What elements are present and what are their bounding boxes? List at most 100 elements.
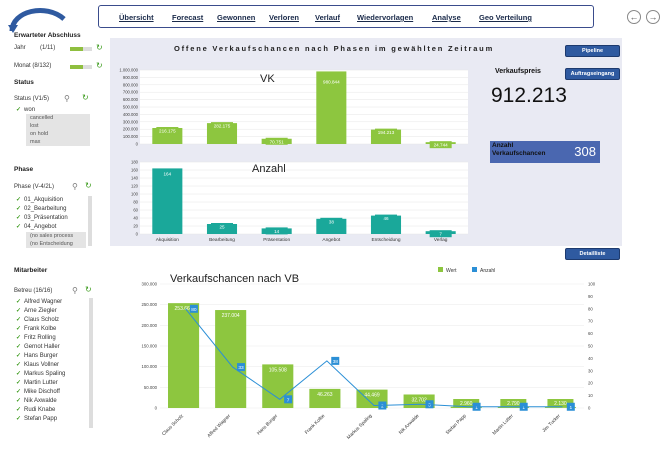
list-item[interactable]: ✓ Martin Lutter <box>16 380 58 386</box>
tab-verloren[interactable]: Verloren <box>269 13 300 22</box>
search-icon[interactable]: ⚲ <box>64 94 70 103</box>
list-item[interactable]: ✓ Claus Scholz <box>16 317 60 323</box>
bar <box>450 406 482 408</box>
status-title: Status <box>14 79 34 86</box>
status-list-inactive: cancelled lost on hold max <box>26 114 90 146</box>
data-label-bg <box>320 217 343 225</box>
auftragseingang-button[interactable]: Auftragseingang <box>565 68 620 80</box>
data-label-bg <box>375 128 397 136</box>
list-item[interactable]: ✓ Nik Axwalde <box>16 398 57 404</box>
count-label-bg <box>237 363 246 372</box>
kpi-count-box: Anzahl Verkaufschancen 308 <box>490 141 600 163</box>
list-item[interactable]: ✓ Arne Ziegler <box>16 308 57 314</box>
tick-label: 100.000 <box>141 364 157 369</box>
list-item[interactable]: ✓ Rudi Knabe <box>16 407 56 413</box>
tick-label: 30 <box>588 368 593 373</box>
tab-wiedervorlagen[interactable]: Wiedervorlagen <box>357 13 414 22</box>
reset-icon[interactable]: ↻ <box>82 93 89 102</box>
data-label: 194.213 <box>378 130 395 135</box>
list-item[interactable]: ✓ 04_Angebot <box>16 224 57 230</box>
data-label-bg <box>156 127 179 135</box>
list-item[interactable]: ✓ 01_Akquisition <box>16 197 64 203</box>
list-item[interactable]: ✓ Mike Dischoff <box>16 389 60 395</box>
scrollbar[interactable] <box>89 298 93 428</box>
x-tick-label: Bearbeitung <box>209 237 235 243</box>
reset-icon[interactable]: ↻ <box>96 43 103 52</box>
count-label: 33 <box>238 365 244 371</box>
reset-icon[interactable]: ↻ <box>85 181 92 190</box>
list-item[interactable]: lost <box>26 122 90 130</box>
data-label-bg <box>265 137 288 145</box>
x-tick-label: Claus Scholz <box>161 413 185 437</box>
x-tick-label: Stefan Papp <box>445 413 468 436</box>
x-tick-label: Jim Tucker <box>541 413 562 434</box>
tab-forecast[interactable]: Forecast <box>172 13 204 22</box>
data-label-bg <box>359 390 385 399</box>
count-label-bg <box>189 304 198 313</box>
detailliste-button[interactable]: Detailliste <box>565 248 620 260</box>
list-item[interactable]: ✓ 03_Präsentation <box>16 215 68 221</box>
data-label: 237.004 <box>222 313 240 319</box>
reset-icon[interactable]: ↻ <box>85 285 92 294</box>
bar <box>497 406 529 408</box>
data-label-bg <box>547 399 574 407</box>
panel-title: Offene Verkaufschancen nach Phasen im ge… <box>174 44 495 53</box>
tick-label: 900.000 <box>123 75 139 80</box>
list-item[interactable]: ✓ Fritz Rolling <box>16 335 56 341</box>
chart-title: VK <box>260 73 275 85</box>
list-item[interactable]: ✓ won <box>16 107 36 113</box>
data-label-bg <box>156 170 179 177</box>
list-item[interactable]: ✓ Klaus Vollner <box>16 362 60 368</box>
list-item[interactable]: ✓ Stefan Papp <box>16 416 58 422</box>
data-label-bg <box>453 399 480 407</box>
list-item[interactable]: (no sales process <box>26 232 86 240</box>
legend-swatch <box>472 267 477 272</box>
tab-verlauf[interactable]: Verlauf <box>315 13 341 22</box>
list-item[interactable]: cancelled <box>26 114 90 122</box>
scrollbar[interactable] <box>88 196 92 246</box>
arrow-right-icon[interactable]: → <box>646 10 660 24</box>
search-icon[interactable]: ⚲ <box>72 182 78 191</box>
list-item[interactable]: max <box>26 138 90 146</box>
list-item[interactable]: (no Entscheidung <box>26 240 86 248</box>
reset-icon[interactable]: ↻ <box>96 61 103 70</box>
tick-label: 0 <box>588 406 591 411</box>
data-label: 164 <box>163 172 171 177</box>
monat-filter-bar[interactable] <box>70 65 92 69</box>
tick-label: 0 <box>136 232 139 237</box>
kpi-count-label: Anzahl Verkaufschancen <box>492 142 546 157</box>
list-item[interactable]: ✓ Alfred Wagner <box>16 299 63 305</box>
data-label-bg <box>211 122 233 130</box>
bar <box>168 303 200 408</box>
list-item[interactable]: ✓ Gernot Haller <box>16 344 60 350</box>
list-item[interactable]: ✓ Markus Spaling <box>16 371 66 377</box>
data-label-bg <box>429 141 452 149</box>
list-item[interactable]: ✓ 02_Bearbeitung <box>16 206 67 212</box>
tab-geo-verteilung[interactable]: Geo Verteilung <box>479 13 532 22</box>
bar <box>544 407 576 408</box>
list-item[interactable]: ✓ Hans Burger <box>16 353 58 359</box>
x-tick-label: Angebot <box>322 237 341 243</box>
list-item[interactable]: ✓ Frank Kolbe <box>16 326 57 332</box>
tick-label: 80 <box>588 306 593 311</box>
x-tick-label: Präsentation <box>263 237 290 243</box>
tab-analyse[interactable]: Analyse <box>432 13 461 22</box>
vk-chart: 0 100.000 200.000 300.000 400.000 500.000 600.… <box>119 68 468 149</box>
data-label-bg <box>429 230 452 238</box>
anzahl-line <box>185 308 563 408</box>
search-icon[interactable]: ⚲ <box>72 286 78 295</box>
x-tick-label: Markus Spaling <box>346 413 374 441</box>
list-item[interactable]: on hold <box>26 130 90 138</box>
jahr-filter-bar[interactable] <box>70 47 92 51</box>
count-label-bg <box>284 395 293 404</box>
arrow-left-icon[interactable]: ← <box>627 10 641 24</box>
tick-label: 400.000 <box>123 112 139 117</box>
pipeline-button[interactable]: Pipeline <box>565 45 620 57</box>
data-label-bg <box>500 399 527 407</box>
tab-gewonnen[interactable]: Gewonnen <box>217 13 256 22</box>
kpi-value: 912.213 <box>491 84 567 107</box>
status-filter-label: Status (V1/5) <box>14 96 50 102</box>
tab-uebersicht[interactable]: Übersicht <box>119 13 154 22</box>
tick-label: 40 <box>588 356 593 361</box>
main-nav: Übersicht Forecast Gewonnen Verloren Ver… <box>98 5 594 28</box>
